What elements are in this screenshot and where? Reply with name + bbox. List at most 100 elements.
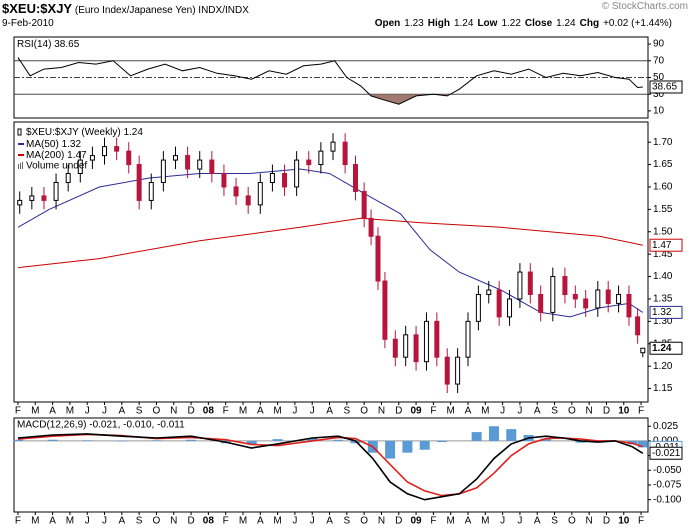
candle-body	[626, 293, 632, 318]
x-tick-label: M	[31, 406, 39, 417]
legend-entry: MA(50) 1.32	[26, 139, 81, 150]
x-tick-label: A	[534, 516, 541, 527]
stat-value: 1.24	[453, 18, 474, 29]
symbol: $XEU:$XJY	[2, 1, 73, 16]
x-tick-label: 08	[203, 406, 215, 417]
candle-body	[29, 195, 35, 201]
x-tick-label: M	[66, 406, 74, 417]
x-tick-label: O	[153, 406, 161, 417]
x-tick-label: O	[568, 406, 576, 417]
x-tick-label: F	[430, 406, 436, 417]
x-tick-label: N	[378, 406, 385, 417]
y-tick-label: 90	[653, 39, 665, 50]
rsi-last: 38.65	[54, 39, 79, 50]
stat-value: 1.23	[404, 18, 424, 29]
y-tick-label: -0.050	[653, 465, 682, 476]
last-value-label: 1.47	[652, 240, 672, 251]
x-tick-label: 10	[618, 406, 630, 417]
x-tick-label: M	[481, 516, 489, 527]
candle-body	[392, 338, 398, 358]
candle-body	[282, 173, 288, 188]
x-tick-label: J	[102, 516, 107, 527]
last-value-label: -0.021	[652, 448, 681, 459]
histogram-bar	[488, 426, 499, 441]
last-value-label: 38.65	[652, 82, 677, 93]
x-tick-label: A	[465, 516, 472, 527]
x-tick-label: D	[603, 406, 610, 417]
legend-icon	[20, 163, 21, 169]
candle-body	[595, 289, 601, 309]
x-tick-label: A	[49, 516, 56, 527]
histogram-bar	[12, 439, 23, 441]
candle-body	[77, 159, 83, 175]
legend-entry: Volume undef	[26, 161, 87, 172]
legend-name: MA(50)	[26, 139, 59, 150]
x-tick-label: S	[344, 516, 351, 527]
histogram-bar	[333, 439, 344, 441]
candle-body	[257, 181, 263, 206]
candle-body	[185, 155, 191, 170]
candle-body	[197, 159, 203, 170]
histogram-bar	[116, 440, 127, 442]
watermark: © StockCharts.com	[601, 1, 688, 12]
candle-body	[209, 159, 215, 175]
stat-label: Open	[374, 18, 401, 29]
candle-body	[294, 159, 300, 188]
x-tick-label: D	[395, 516, 402, 527]
candle-body	[583, 298, 589, 309]
x-tick-label: J	[85, 516, 90, 527]
x-tick-label: J	[102, 406, 107, 417]
candle-body	[413, 334, 419, 363]
legend-name: MA(200)	[26, 150, 64, 161]
candle-body	[550, 276, 556, 313]
stat-value: +0.02 (+1.44%)	[603, 18, 672, 29]
histogram-bar	[385, 440, 396, 459]
rsi-name: RSI(14)	[17, 39, 51, 50]
stat-label: Low	[477, 18, 498, 29]
x-tick-label: S	[551, 516, 558, 527]
x-tick-label: M	[481, 406, 489, 417]
candle-body	[65, 173, 71, 183]
candle-body	[635, 316, 641, 336]
last-value-box	[649, 238, 683, 252]
candle-body	[172, 155, 178, 161]
histogram-bar	[471, 432, 482, 441]
last-value-box	[649, 446, 683, 460]
candle-body	[233, 186, 239, 197]
candle-body	[160, 159, 166, 183]
candle-body	[562, 276, 568, 295]
histogram-bar	[186, 439, 197, 441]
x-tick-label: J	[517, 406, 522, 417]
rsi-line	[17, 57, 643, 105]
stat-label: Close	[524, 18, 553, 29]
x-tick-label: N	[170, 406, 177, 417]
x-tick-label: J	[500, 406, 505, 417]
histogram-bar	[506, 429, 517, 441]
candle-body	[136, 164, 142, 201]
y-tick-label: -0.075	[653, 480, 682, 491]
candle-body	[382, 280, 388, 340]
y-tick-label: 0.025	[653, 421, 678, 432]
candle-body	[517, 271, 523, 300]
candle-body	[89, 155, 95, 161]
x-tick-label: O	[360, 406, 368, 417]
x-tick-label: O	[360, 516, 368, 527]
x-tick-label: M	[31, 516, 39, 527]
stat-value: 1.24	[556, 18, 576, 29]
candle-body	[434, 320, 440, 358]
candle-body	[102, 146, 108, 157]
candle-body	[330, 141, 336, 152]
last-value-label: 1.32	[652, 307, 672, 318]
symbol-name: (Euro Index/Japanese Yen) INDX/INDX	[74, 5, 249, 16]
x-tick-label: 09	[411, 516, 423, 527]
x-tick-label: J	[500, 516, 505, 527]
candle-body	[361, 190, 367, 219]
legend-value: 1.24	[123, 127, 143, 138]
candle-body	[114, 146, 120, 152]
y-tick-label: 30	[653, 89, 665, 100]
x-tick-label: M	[273, 406, 281, 417]
histogram-bar	[402, 440, 413, 453]
y-tick-label: 1.65	[653, 159, 673, 170]
histogram-bar	[350, 440, 361, 444]
